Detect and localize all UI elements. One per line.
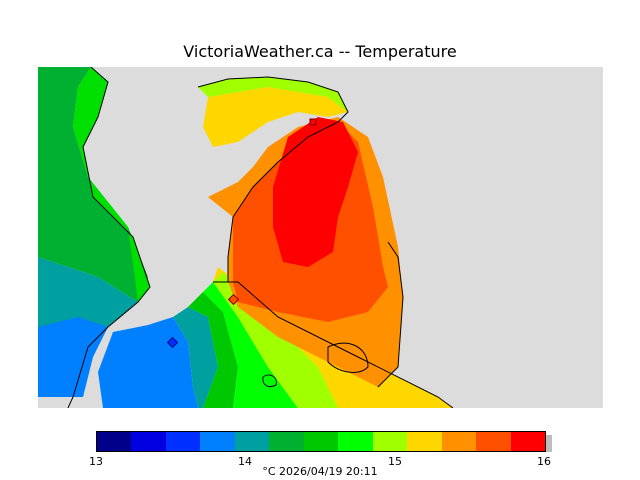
- legend-swatch: [200, 432, 235, 451]
- station-marker: [227, 293, 240, 306]
- south-peninsula-teal: [173, 307, 218, 408]
- legend-swatch: [234, 432, 270, 451]
- legend-caption: °C 2026/04/19 20:11: [262, 465, 378, 478]
- legend-tick-14: 14: [238, 455, 252, 468]
- legend-swatch: [303, 432, 339, 451]
- legend-swatch: [476, 432, 511, 451]
- legend-swatch: [372, 432, 408, 451]
- station-marker: [309, 118, 317, 126]
- temp-band-13-6: [38, 317, 108, 397]
- legend-swatch: [441, 432, 477, 451]
- legend-swatch: [407, 432, 442, 451]
- south-peninsula-green: [188, 292, 238, 408]
- legend-swatch: [269, 432, 304, 451]
- color-legend: [96, 431, 546, 452]
- legend-swatch: [510, 432, 546, 451]
- temperature-map: [38, 67, 603, 408]
- temp-band-14-2: [73, 67, 150, 302]
- station-markers: [166, 118, 317, 349]
- legend-shadow: [545, 435, 552, 452]
- legend-swatch: [338, 432, 373, 451]
- legend-swatch: [131, 432, 166, 451]
- temp-band-14-8: [198, 77, 348, 112]
- chart-title: VictoriaWeather.ca -- Temperature: [183, 42, 457, 61]
- legend-swatch: [97, 432, 132, 451]
- coastline: [67, 67, 454, 408]
- temp-band-15-1: [203, 87, 348, 147]
- temp-band-15-8: [273, 117, 358, 267]
- legend-swatch: [165, 432, 201, 451]
- legend-tick-16: 16: [537, 455, 551, 468]
- station-marker: [166, 336, 179, 349]
- legend-tick-15: 15: [388, 455, 402, 468]
- legend-tick-13: 13: [89, 455, 103, 468]
